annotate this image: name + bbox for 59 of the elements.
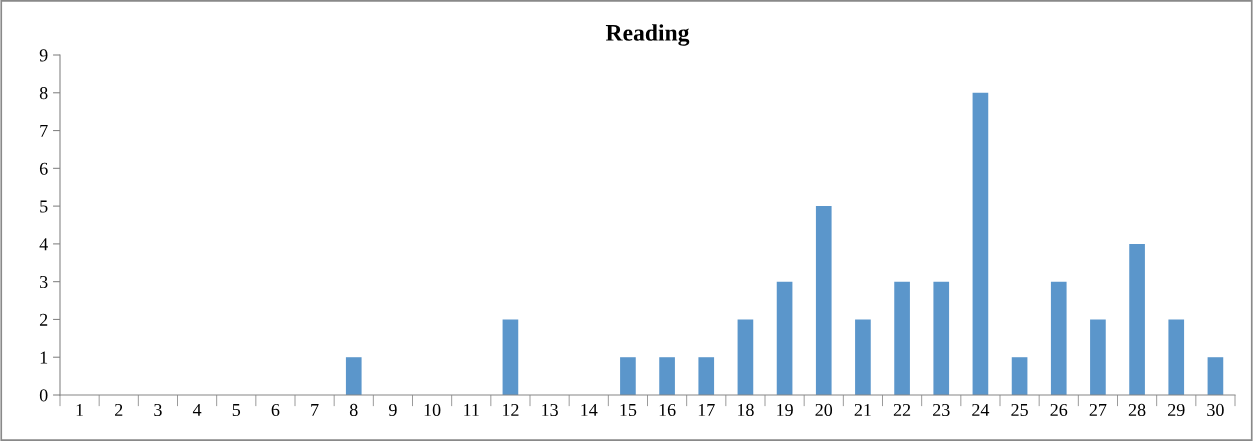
bar: [1090, 319, 1106, 395]
bar: [698, 357, 715, 395]
y-tick-label: 2: [39, 313, 48, 326]
bar: [1168, 319, 1185, 395]
y-tick-label: 9: [39, 49, 48, 62]
y-tick-label: 3: [40, 275, 48, 289]
x-tick-label: 18: [737, 403, 754, 417]
x-tick-label: 7: [311, 404, 319, 416]
x-tick-label: 9: [388, 403, 397, 417]
x-tick-label: 4: [192, 403, 202, 416]
bar: [502, 319, 519, 395]
bar: [815, 206, 832, 395]
x-tick-label: 20: [815, 403, 833, 417]
x-tick-label: 21: [854, 403, 871, 416]
x-tick-label: 8: [349, 403, 358, 417]
bar: [659, 357, 675, 395]
y-tick-label: 0: [39, 389, 48, 402]
bar: [620, 357, 636, 395]
x-tick-label: 11: [464, 403, 479, 416]
x-tick-label: 5: [232, 404, 241, 417]
y-tick-label: 5: [40, 200, 48, 213]
y-tick-label: 7: [40, 125, 48, 137]
y-tick-label: 1: [40, 351, 48, 364]
x-tick-label: 2: [115, 403, 123, 416]
bar: [1011, 357, 1028, 395]
x-tick-label: 13: [542, 403, 558, 417]
bar: [855, 319, 871, 395]
x-tick-label: 28: [1128, 403, 1146, 417]
x-tick-label: 3: [154, 403, 162, 417]
x-tick-label: 16: [659, 403, 676, 417]
bar: [894, 281, 910, 395]
x-tick-label: 26: [1050, 403, 1068, 417]
y-tick-label: 8: [39, 87, 48, 100]
x-tick-label: 30: [1207, 403, 1224, 417]
x-tick-label: 24: [972, 403, 990, 416]
bar: [972, 92, 989, 395]
x-tick-label: 12: [502, 403, 519, 416]
x-tick-label: 22: [893, 403, 911, 416]
x-tick-label: 1: [76, 403, 84, 416]
chart-title: Reading: [605, 24, 690, 46]
bar: [345, 357, 362, 395]
bar: [737, 319, 754, 395]
x-tick-label: 17: [698, 403, 715, 416]
x-tick-label: 19: [777, 403, 793, 417]
bar: [933, 281, 950, 395]
x-tick-label: 10: [424, 403, 441, 417]
x-tick-label: 29: [1168, 403, 1185, 417]
bar: [776, 281, 793, 395]
bar: [1050, 281, 1067, 395]
x-tick-label: 6: [271, 403, 280, 417]
bar: [1207, 357, 1224, 395]
x-tick-label: 25: [1011, 403, 1028, 417]
x-tick-label: 14: [581, 403, 598, 416]
bar: [1129, 243, 1145, 395]
x-tick-label: 27: [1089, 403, 1107, 416]
x-tick-label: 23: [933, 403, 950, 417]
x-tick-label: 15: [620, 403, 637, 417]
y-tick-label: 4: [39, 238, 48, 251]
y-tick-label: 6: [39, 162, 48, 175]
